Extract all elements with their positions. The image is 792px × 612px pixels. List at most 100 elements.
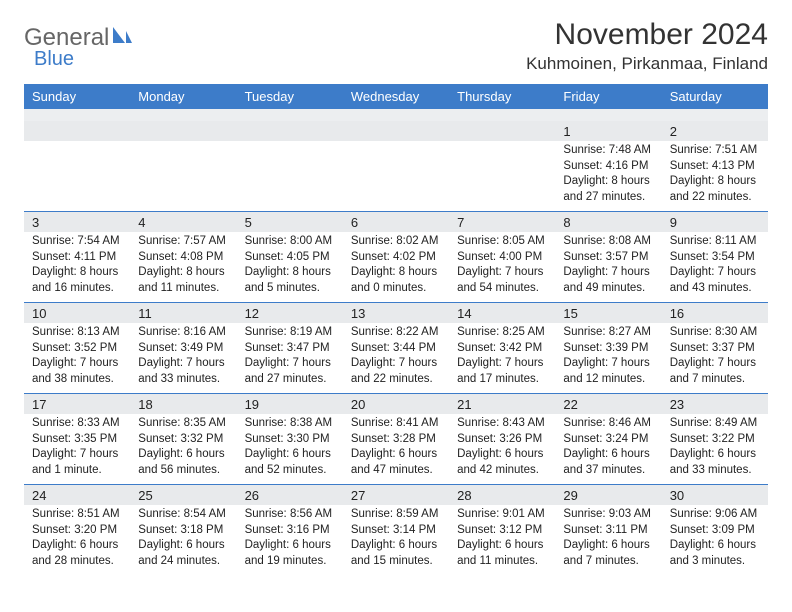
- sunset-line: Sunset: 3:39 PM: [563, 341, 653, 357]
- sunset-line: Sunset: 3:52 PM: [32, 341, 122, 357]
- day-number-row: 12: [24, 121, 768, 141]
- day-detail-row: Sunrise: 8:33 AMSunset: 3:35 PMDaylight:…: [24, 414, 768, 485]
- day-number-cell: 26: [237, 485, 343, 506]
- sunrise-line: Sunrise: 8:16 AM: [138, 325, 228, 341]
- daylight-line: Daylight: 8 hours and 0 minutes.: [351, 265, 441, 296]
- day-detail-cell: Sunrise: 8:41 AMSunset: 3:28 PMDaylight:…: [343, 414, 449, 485]
- day-number-cell: 21: [449, 394, 555, 415]
- sunrise-line: Sunrise: 8:54 AM: [138, 507, 228, 523]
- sunrise-line: Sunrise: 8:19 AM: [245, 325, 335, 341]
- daylight-line: Daylight: 6 hours and 47 minutes.: [351, 447, 441, 478]
- day-detail-cell: Sunrise: 8:49 AMSunset: 3:22 PMDaylight:…: [662, 414, 768, 485]
- sunset-line: Sunset: 4:16 PM: [563, 159, 653, 175]
- day-number-cell: 20: [343, 394, 449, 415]
- sunrise-line: Sunrise: 8:46 AM: [563, 416, 653, 432]
- day-number-row: 10111213141516: [24, 303, 768, 324]
- day-number-cell: 28: [449, 485, 555, 506]
- day-number-row: 24252627282930: [24, 485, 768, 506]
- day-number-cell: [237, 121, 343, 141]
- sunrise-line: Sunrise: 8:49 AM: [670, 416, 760, 432]
- day-detail-cell: [24, 141, 130, 212]
- sunrise-line: Sunrise: 8:59 AM: [351, 507, 441, 523]
- day-detail-cell: Sunrise: 7:57 AMSunset: 4:08 PMDaylight:…: [130, 232, 236, 303]
- day-number-cell: 18: [130, 394, 236, 415]
- day-number-cell: 24: [24, 485, 130, 506]
- calendar-table: Sunday Monday Tuesday Wednesday Thursday…: [24, 84, 768, 575]
- day-number-cell: 1: [555, 121, 661, 141]
- day-detail-cell: Sunrise: 8:27 AMSunset: 3:39 PMDaylight:…: [555, 323, 661, 394]
- daylight-line: Daylight: 7 hours and 54 minutes.: [457, 265, 547, 296]
- sunrise-line: Sunrise: 7:48 AM: [563, 143, 653, 159]
- daylight-line: Daylight: 7 hours and 22 minutes.: [351, 356, 441, 387]
- sunrise-line: Sunrise: 8:30 AM: [670, 325, 760, 341]
- sunset-line: Sunset: 3:42 PM: [457, 341, 547, 357]
- day-detail-cell: Sunrise: 8:38 AMSunset: 3:30 PMDaylight:…: [237, 414, 343, 485]
- day-number-cell: 14: [449, 303, 555, 324]
- day-header: Thursday: [449, 84, 555, 109]
- daylight-line: Daylight: 6 hours and 15 minutes.: [351, 538, 441, 569]
- daylight-line: Daylight: 7 hours and 43 minutes.: [670, 265, 760, 296]
- daylight-line: Daylight: 6 hours and 56 minutes.: [138, 447, 228, 478]
- daylight-line: Daylight: 7 hours and 27 minutes.: [245, 356, 335, 387]
- sunrise-line: Sunrise: 9:03 AM: [563, 507, 653, 523]
- day-detail-cell: Sunrise: 8:02 AMSunset: 4:02 PMDaylight:…: [343, 232, 449, 303]
- sunrise-line: Sunrise: 7:54 AM: [32, 234, 122, 250]
- sunset-line: Sunset: 3:22 PM: [670, 432, 760, 448]
- title-block: November 2024 Kuhmoinen, Pirkanmaa, Finl…: [526, 18, 768, 74]
- day-detail-cell: Sunrise: 8:33 AMSunset: 3:35 PMDaylight:…: [24, 414, 130, 485]
- day-detail-cell: [343, 141, 449, 212]
- sunrise-line: Sunrise: 8:02 AM: [351, 234, 441, 250]
- sunrise-line: Sunrise: 7:51 AM: [670, 143, 760, 159]
- sunset-line: Sunset: 3:32 PM: [138, 432, 228, 448]
- sunrise-line: Sunrise: 9:06 AM: [670, 507, 760, 523]
- sunrise-line: Sunrise: 8:05 AM: [457, 234, 547, 250]
- daylight-line: Daylight: 6 hours and 28 minutes.: [32, 538, 122, 569]
- day-number-cell: 11: [130, 303, 236, 324]
- day-detail-cell: Sunrise: 8:35 AMSunset: 3:32 PMDaylight:…: [130, 414, 236, 485]
- daylight-line: Daylight: 8 hours and 5 minutes.: [245, 265, 335, 296]
- logo-sail-icon: [111, 24, 133, 52]
- sunrise-line: Sunrise: 8:43 AM: [457, 416, 547, 432]
- day-detail-row: Sunrise: 8:13 AMSunset: 3:52 PM Daylight:…: [24, 323, 768, 394]
- sunset-line: Sunset: 3:30 PM: [245, 432, 335, 448]
- sunset-line: Sunset: 4:02 PM: [351, 250, 441, 266]
- day-number-cell: 17: [24, 394, 130, 415]
- daylight-line: Daylight: 7 hours and 33 minutes.: [138, 356, 228, 387]
- day-number-cell: 29: [555, 485, 661, 506]
- daylight-line: Daylight: 7 hours and 1 minute.: [32, 447, 122, 478]
- day-number-row: 3456789: [24, 212, 768, 233]
- day-detail-cell: Sunrise: 8:05 AMSunset: 4:00 PMDaylight:…: [449, 232, 555, 303]
- sunrise-line: Sunrise: 8:11 AM: [670, 234, 760, 250]
- day-detail-cell: Sunrise: 9:01 AMSunset: 3:12 PMDaylight:…: [449, 505, 555, 575]
- sunset-line: Sunset: 3:11 PM: [563, 523, 653, 539]
- sunrise-line: Sunrise: 8:13 AM: [32, 325, 122, 341]
- day-number-cell: 30: [662, 485, 768, 506]
- day-detail-cell: Sunrise: 7:48 AMSunset: 4:16 PMDaylight:…: [555, 141, 661, 212]
- sunrise-line: Sunrise: 8:08 AM: [563, 234, 653, 250]
- sunset-line: Sunset: 3:16 PM: [245, 523, 335, 539]
- day-number-cell: 22: [555, 394, 661, 415]
- day-detail-row: Sunrise: 7:54 AMSunset: 4:11 PMDaylight:…: [24, 232, 768, 303]
- day-header: Wednesday: [343, 84, 449, 109]
- day-detail-cell: Sunrise: 8:25 AMSunset: 3:42 PMDaylight:…: [449, 323, 555, 394]
- sunrise-line: Sunrise: 9:01 AM: [457, 507, 547, 523]
- daylight-line: Daylight: 8 hours and 22 minutes.: [670, 174, 760, 205]
- sunrise-line: Sunrise: 7:57 AM: [138, 234, 228, 250]
- daylight-line: Daylight: 8 hours and 11 minutes.: [138, 265, 228, 296]
- daylight-line: Daylight: 8 hours and 27 minutes.: [563, 174, 653, 205]
- day-detail-cell: Sunrise: 7:54 AMSunset: 4:11 PMDaylight:…: [24, 232, 130, 303]
- day-number-cell: 4: [130, 212, 236, 233]
- daylight-line: Daylight: 6 hours and 52 minutes.: [245, 447, 335, 478]
- day-number-cell: 16: [662, 303, 768, 324]
- sunrise-line: Sunrise: 8:33 AM: [32, 416, 122, 432]
- day-detail-cell: Sunrise: 8:43 AMSunset: 3:26 PMDaylight:…: [449, 414, 555, 485]
- day-number-cell: 7: [449, 212, 555, 233]
- sunset-line: Sunset: 3:14 PM: [351, 523, 441, 539]
- daylight-line: Daylight: 6 hours and 37 minutes.: [563, 447, 653, 478]
- sunrise-line: Sunrise: 8:56 AM: [245, 507, 335, 523]
- day-detail-cell: [237, 141, 343, 212]
- day-number-cell: [24, 121, 130, 141]
- sunset-line: Sunset: 3:09 PM: [670, 523, 760, 539]
- day-detail-cell: Sunrise: 8:56 AMSunset: 3:16 PMDaylight:…: [237, 505, 343, 575]
- month-title: November 2024: [526, 18, 768, 52]
